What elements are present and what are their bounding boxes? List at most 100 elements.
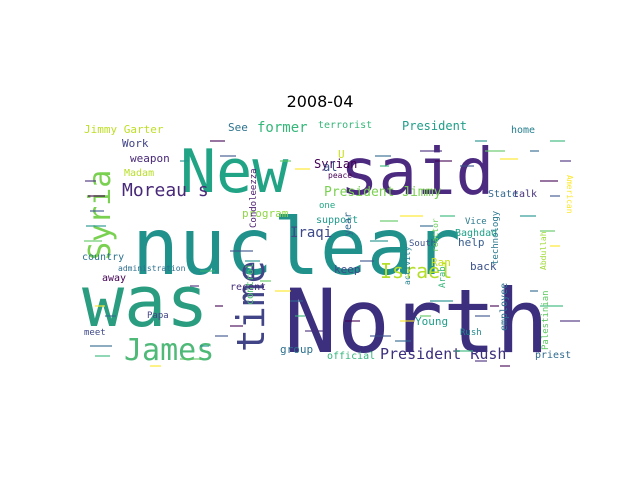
filler-word-mark xyxy=(90,345,112,347)
word-said: said xyxy=(340,136,494,210)
word-meet: meet xyxy=(84,328,106,338)
filler-word-mark xyxy=(295,168,310,170)
word-weapon: weapon xyxy=(130,152,170,165)
filler-word-mark xyxy=(230,250,253,252)
filler-word-mark xyxy=(370,240,388,242)
word-help: help xyxy=(458,236,485,249)
filler-word-mark xyxy=(230,325,243,327)
filler-word-mark xyxy=(455,350,473,352)
filler-word-mark xyxy=(475,360,487,362)
filler-word-mark xyxy=(530,150,539,152)
word-rush: Rush xyxy=(460,328,482,338)
filler-word-mark xyxy=(260,280,271,282)
filler-word-mark xyxy=(275,290,291,292)
word-israel: Israel xyxy=(380,259,452,283)
word-president: President xyxy=(402,120,467,133)
word-employee: employee xyxy=(499,283,510,331)
filler-word-mark xyxy=(90,210,104,212)
filler-word-mark xyxy=(550,140,565,142)
word-president-rush: President Rush xyxy=(380,345,506,363)
filler-word-mark xyxy=(290,300,303,302)
filler-word-mark xyxy=(84,240,102,242)
word-peace: peace xyxy=(328,171,352,180)
word-syria: Syria xyxy=(83,170,118,260)
word-recent: recent xyxy=(230,282,266,293)
word-moreau-s: Moreau s xyxy=(122,180,209,201)
filler-word-mark xyxy=(540,180,558,182)
filler-word-mark xyxy=(520,215,536,217)
filler-word-mark xyxy=(200,345,209,347)
filler-word-mark xyxy=(180,160,189,162)
filler-word-mark xyxy=(370,335,391,337)
filler-word-mark xyxy=(395,340,411,342)
filler-word-mark xyxy=(295,315,305,317)
filler-word-mark xyxy=(475,315,490,317)
word-activity: activity xyxy=(403,246,412,285)
word-support: support xyxy=(316,215,358,226)
word-was: was xyxy=(82,261,208,343)
filler-word-mark xyxy=(485,150,505,152)
word-syrian: Syrian xyxy=(314,157,357,171)
filler-word-mark xyxy=(420,150,442,152)
filler-word-mark xyxy=(210,140,225,142)
word-program: program xyxy=(242,207,289,220)
word-arab: Arab xyxy=(438,266,448,288)
word-state: State xyxy=(488,189,518,200)
filler-word-mark xyxy=(430,300,453,302)
filler-word-mark xyxy=(550,195,560,197)
filler-word-mark xyxy=(435,160,452,162)
word-al: al xyxy=(323,160,337,174)
filler-word-mark xyxy=(540,305,563,307)
filler-word-mark xyxy=(560,160,571,162)
word-madam: Madam xyxy=(124,168,154,179)
filler-word-mark xyxy=(86,225,106,227)
filler-word-mark xyxy=(360,305,375,307)
filler-word-mark xyxy=(220,155,236,157)
filler-word-mark xyxy=(215,335,228,337)
word-james: James xyxy=(124,333,214,368)
word-american: American xyxy=(565,175,574,214)
word-south: South xyxy=(409,239,436,249)
filler-word-mark xyxy=(245,260,260,262)
filler-word-mark xyxy=(95,355,110,357)
filler-word-mark xyxy=(200,270,215,272)
word-jimmy-garter: Jimmy Garter xyxy=(84,123,164,136)
chart-title: 2008-04 xyxy=(286,92,354,111)
word-official: official xyxy=(327,351,375,362)
filler-word-mark xyxy=(500,158,518,160)
word-terrorist: terrorist xyxy=(318,120,372,131)
filler-word-mark xyxy=(280,160,291,162)
filler-word-group xyxy=(84,140,580,367)
filler-word-mark xyxy=(460,165,474,167)
filler-word-mark xyxy=(360,260,374,262)
filler-word-mark xyxy=(85,180,96,182)
filler-word-mark xyxy=(475,140,487,142)
word-priest: priest xyxy=(535,350,571,361)
word-ran: Ran xyxy=(431,256,451,269)
word-administration: administration xyxy=(118,264,186,273)
word-vice: Vice xyxy=(465,217,487,227)
word-group: group xyxy=(280,343,313,356)
word-see: See xyxy=(228,121,248,134)
word-north: North xyxy=(284,270,549,370)
word-work: Work xyxy=(122,137,149,150)
word-former: former xyxy=(257,120,308,136)
word-papa: Papa xyxy=(147,311,169,321)
filler-word-mark xyxy=(420,315,431,317)
filler-word-mark xyxy=(305,330,325,332)
filler-word-mark xyxy=(375,155,391,157)
filler-word-mark xyxy=(105,315,116,317)
word-new: New xyxy=(180,137,289,207)
filler-word-mark xyxy=(560,320,580,322)
filler-word-mark xyxy=(500,365,510,367)
filler-word-mark xyxy=(540,230,555,232)
filler-word-mark xyxy=(190,285,199,287)
filler-word-mark xyxy=(180,358,202,360)
word-control: control xyxy=(245,263,256,305)
word-away: away xyxy=(102,273,126,284)
word-time: time xyxy=(229,260,273,352)
word-u: U xyxy=(338,148,345,161)
